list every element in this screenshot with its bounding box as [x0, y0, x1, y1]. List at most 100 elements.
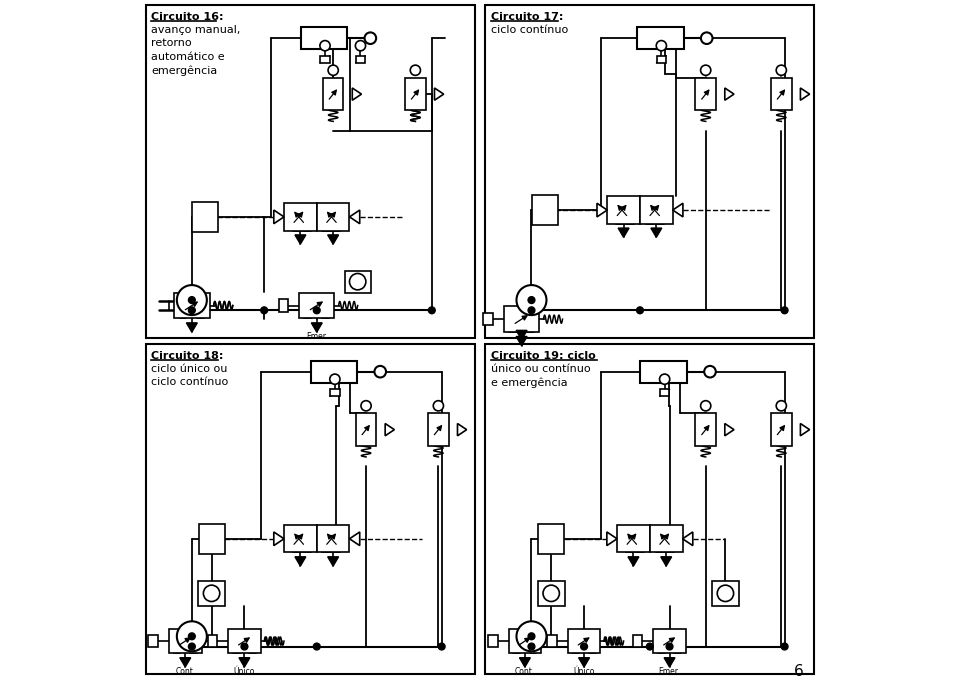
Circle shape: [365, 32, 376, 44]
Bar: [509, 629, 541, 653]
Text: Emer.: Emer.: [659, 667, 681, 676]
Bar: [146, 5, 474, 338]
Text: ciclo único ou: ciclo único ou: [152, 364, 228, 374]
Polygon shape: [651, 228, 661, 237]
Bar: [356, 413, 376, 446]
Circle shape: [433, 400, 444, 411]
Circle shape: [646, 643, 653, 650]
Polygon shape: [801, 88, 809, 100]
Polygon shape: [295, 235, 306, 244]
Polygon shape: [274, 532, 284, 546]
Bar: [539, 524, 564, 554]
Bar: [771, 413, 792, 446]
Text: único ou contínuo: único ou contínuo: [491, 364, 590, 374]
Bar: [330, 389, 340, 396]
Circle shape: [701, 400, 710, 411]
Bar: [637, 27, 684, 49]
Circle shape: [355, 41, 366, 51]
Bar: [538, 581, 564, 606]
Bar: [504, 306, 540, 332]
Bar: [640, 361, 687, 383]
Text: Emer.: Emer.: [306, 332, 327, 341]
Bar: [486, 344, 814, 674]
Bar: [228, 629, 261, 653]
Text: Único: Único: [573, 667, 595, 676]
Bar: [695, 78, 716, 110]
Bar: [146, 344, 474, 674]
Bar: [311, 361, 357, 383]
Bar: [633, 635, 642, 647]
Bar: [608, 196, 640, 224]
Bar: [321, 56, 330, 63]
Polygon shape: [516, 336, 527, 346]
Text: Circuito 16:: Circuito 16:: [152, 12, 224, 23]
Bar: [192, 202, 218, 232]
Polygon shape: [725, 424, 734, 436]
Polygon shape: [327, 235, 339, 244]
Circle shape: [777, 65, 786, 75]
Bar: [653, 629, 685, 653]
Circle shape: [313, 307, 321, 314]
Bar: [484, 313, 493, 325]
Polygon shape: [186, 323, 198, 332]
Bar: [198, 581, 226, 606]
Circle shape: [660, 374, 670, 385]
Circle shape: [528, 297, 535, 303]
Circle shape: [177, 621, 206, 651]
Circle shape: [349, 273, 366, 290]
Text: emergência: emergência: [152, 65, 218, 76]
Polygon shape: [683, 532, 693, 546]
Circle shape: [188, 643, 195, 650]
Bar: [640, 196, 673, 224]
Circle shape: [543, 585, 560, 602]
Bar: [174, 293, 209, 318]
Bar: [711, 581, 739, 606]
Circle shape: [781, 643, 788, 650]
Bar: [488, 635, 497, 647]
Circle shape: [701, 32, 712, 44]
Circle shape: [528, 633, 535, 640]
Polygon shape: [311, 323, 323, 332]
Bar: [300, 27, 348, 49]
Polygon shape: [349, 532, 360, 546]
Circle shape: [261, 307, 268, 314]
Circle shape: [428, 307, 435, 314]
Bar: [660, 389, 669, 396]
Circle shape: [320, 41, 330, 51]
Circle shape: [777, 400, 786, 411]
Circle shape: [717, 585, 733, 602]
Circle shape: [361, 400, 372, 411]
Bar: [199, 524, 225, 554]
Polygon shape: [274, 210, 284, 224]
Circle shape: [188, 297, 195, 303]
Text: e emergência: e emergência: [491, 377, 567, 387]
Circle shape: [781, 307, 788, 314]
Circle shape: [328, 65, 338, 75]
Polygon shape: [435, 88, 444, 100]
Bar: [428, 413, 448, 446]
Circle shape: [516, 621, 546, 651]
Text: Circuito 19: ciclo: Circuito 19: ciclo: [491, 351, 595, 361]
Bar: [169, 629, 202, 653]
Polygon shape: [607, 532, 617, 546]
Polygon shape: [349, 210, 360, 224]
Circle shape: [657, 41, 666, 51]
Text: ciclo contínuo: ciclo contínuo: [152, 377, 228, 387]
Circle shape: [528, 307, 535, 314]
Bar: [149, 635, 158, 647]
Circle shape: [188, 307, 195, 314]
Bar: [617, 525, 650, 552]
Text: Cont.: Cont.: [515, 667, 535, 676]
Circle shape: [439, 643, 445, 650]
Polygon shape: [458, 424, 467, 436]
Text: ciclo contínuo: ciclo contínuo: [491, 25, 568, 35]
Circle shape: [241, 643, 248, 650]
Bar: [278, 299, 288, 312]
Circle shape: [410, 65, 420, 75]
Bar: [299, 293, 334, 318]
Polygon shape: [352, 88, 362, 100]
Polygon shape: [327, 557, 339, 566]
Polygon shape: [180, 657, 191, 667]
Polygon shape: [597, 203, 608, 217]
Text: Cont.: Cont.: [175, 667, 196, 676]
